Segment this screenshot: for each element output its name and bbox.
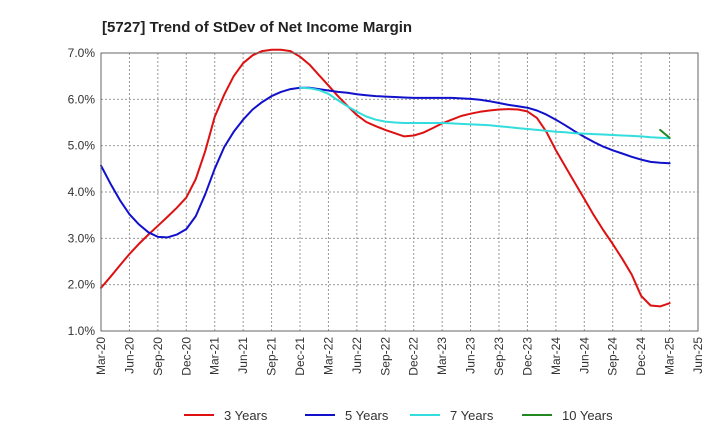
x-tick-label: Dec-24	[634, 337, 648, 376]
x-tick-label: Sep-21	[265, 337, 279, 376]
y-tick-label: 6.0%	[68, 92, 96, 106]
x-tick-label: Dec-23	[520, 337, 534, 376]
x-tick-label: Dec-20	[179, 337, 193, 376]
x-tick-label: Mar-25	[663, 337, 677, 375]
legend-label: 10 Years	[562, 408, 613, 423]
plot-frame	[100, 52, 699, 332]
axes: 1.0% 2.0% 3.0% 4.0% 5.0% 6.0% 7.0% Mar-20 Jun-20…	[68, 46, 705, 376]
y-tick-label: 7.0%	[68, 46, 96, 60]
legend-label: 5 Years	[345, 408, 389, 423]
x-tick-label: Mar-23	[435, 337, 449, 375]
x-tick-label: Sep-20	[151, 337, 165, 376]
legend-label: 7 Years	[450, 408, 494, 423]
x-tick-label: Jun-22	[350, 337, 364, 374]
x-tick-label: Jun-23	[464, 337, 478, 374]
y-tick-label: 3.0%	[68, 231, 96, 245]
x-tick-label: Mar-20	[94, 337, 108, 375]
y-tick-label: 5.0%	[68, 139, 96, 153]
y-tick-label: 1.0%	[68, 324, 96, 338]
chart-title: [5727] Trend of StDev of Net Income Marg…	[102, 19, 412, 36]
x-tick-label: Mar-24	[549, 337, 563, 375]
x-tick-label: Mar-21	[208, 337, 222, 375]
y-tick-label: 4.0%	[68, 185, 96, 199]
x-tick-label: Dec-21	[293, 337, 307, 376]
series-line-7-years	[299, 86, 671, 140]
x-tick-label: Jun-25	[691, 337, 705, 374]
x-tick-label: Jun-24	[577, 337, 591, 374]
x-tick-label: Sep-22	[378, 337, 392, 376]
x-tick-label: Jun-21	[236, 337, 250, 374]
grid	[100, 52, 699, 332]
series-line-5-years	[100, 86, 671, 239]
x-tick-label: Sep-23	[492, 337, 506, 376]
x-tick-label: Sep-24	[606, 337, 620, 376]
y-tick-label: 2.0%	[68, 278, 96, 292]
series-line-10-years	[659, 128, 671, 139]
x-tick-label: Dec-22	[407, 337, 421, 376]
x-tick-label: Mar-22	[321, 337, 335, 375]
series-line-3-years	[100, 48, 671, 308]
legend: 3 Years 5 Years 7 Years 10 Years	[184, 408, 613, 423]
legend-label: 3 Years	[224, 408, 268, 423]
series-lines	[100, 48, 671, 308]
x-tick-label: Jun-20	[122, 337, 136, 374]
